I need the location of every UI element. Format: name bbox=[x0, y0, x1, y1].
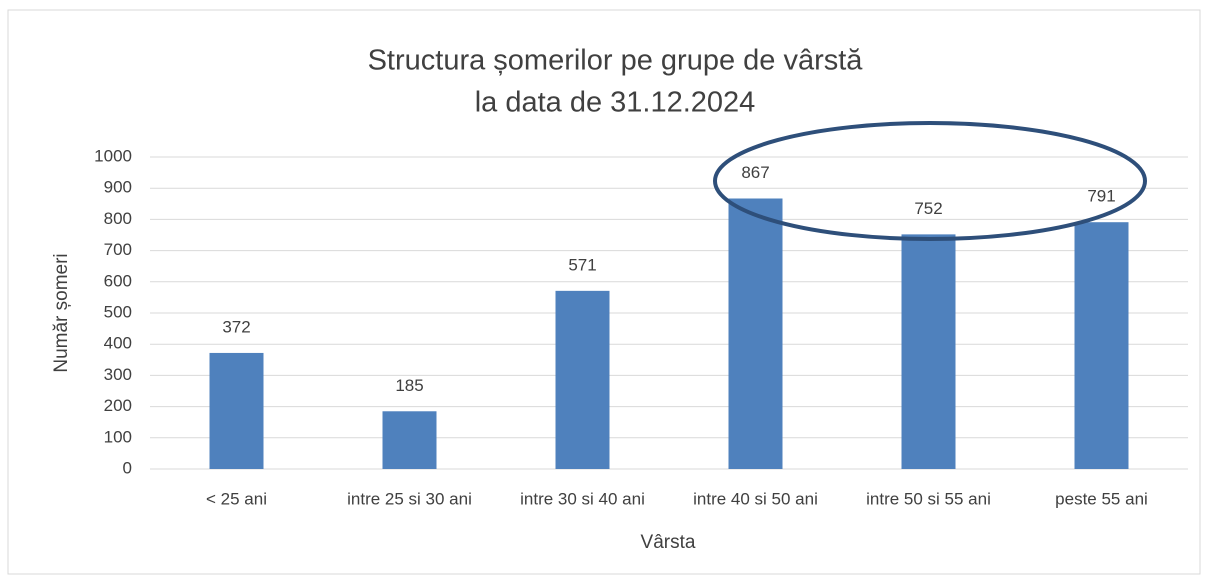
x-tick-label: intre 50 si 55 ani bbox=[866, 489, 991, 508]
y-tick-label: 700 bbox=[104, 240, 132, 259]
bar bbox=[901, 234, 956, 469]
bar bbox=[209, 352, 264, 469]
data-label: 185 bbox=[395, 376, 423, 395]
x-tick-label: intre 25 si 30 ani bbox=[347, 489, 472, 508]
bar bbox=[728, 198, 783, 469]
x-tick-label: intre 40 si 50 ani bbox=[693, 489, 818, 508]
data-label: 372 bbox=[222, 317, 250, 336]
y-tick-label: 1000 bbox=[94, 146, 132, 165]
bar bbox=[382, 411, 437, 469]
y-tick-label: 600 bbox=[104, 271, 132, 290]
y-tick-label: 800 bbox=[104, 209, 132, 228]
y-tick-label: 200 bbox=[104, 396, 132, 415]
x-tick-label: < 25 ani bbox=[206, 489, 267, 508]
y-tick-label: 400 bbox=[104, 334, 132, 353]
y-tick-label: 500 bbox=[104, 302, 132, 321]
x-axis-title: Vârsta bbox=[641, 532, 696, 553]
y-tick-label: 100 bbox=[104, 427, 132, 446]
data-label: 571 bbox=[568, 255, 596, 274]
x-tick-label: intre 30 si 40 ani bbox=[520, 489, 645, 508]
y-tick-label: 300 bbox=[104, 365, 132, 384]
y-axis-title: Număr șomeri bbox=[51, 253, 72, 372]
chart-title: la data de 31.12.2024 bbox=[475, 87, 756, 119]
plot-area: 0 100 200 300 400 500 600 700 800 900 1000 < 25 ani… bbox=[94, 146, 1188, 508]
y-tick-label: 900 bbox=[104, 178, 132, 197]
data-label: 791 bbox=[1087, 187, 1115, 206]
data-label: 752 bbox=[914, 199, 942, 218]
data-label: 867 bbox=[741, 163, 769, 182]
bar bbox=[555, 290, 610, 469]
y-tick-label: 0 bbox=[123, 458, 132, 477]
x-tick-label: peste 55 ani bbox=[1055, 489, 1148, 508]
highlight-ellipse bbox=[713, 121, 1147, 241]
bar bbox=[1074, 222, 1129, 469]
chart-title: Structura șomerilor pe grupe de vârstă bbox=[368, 45, 864, 77]
